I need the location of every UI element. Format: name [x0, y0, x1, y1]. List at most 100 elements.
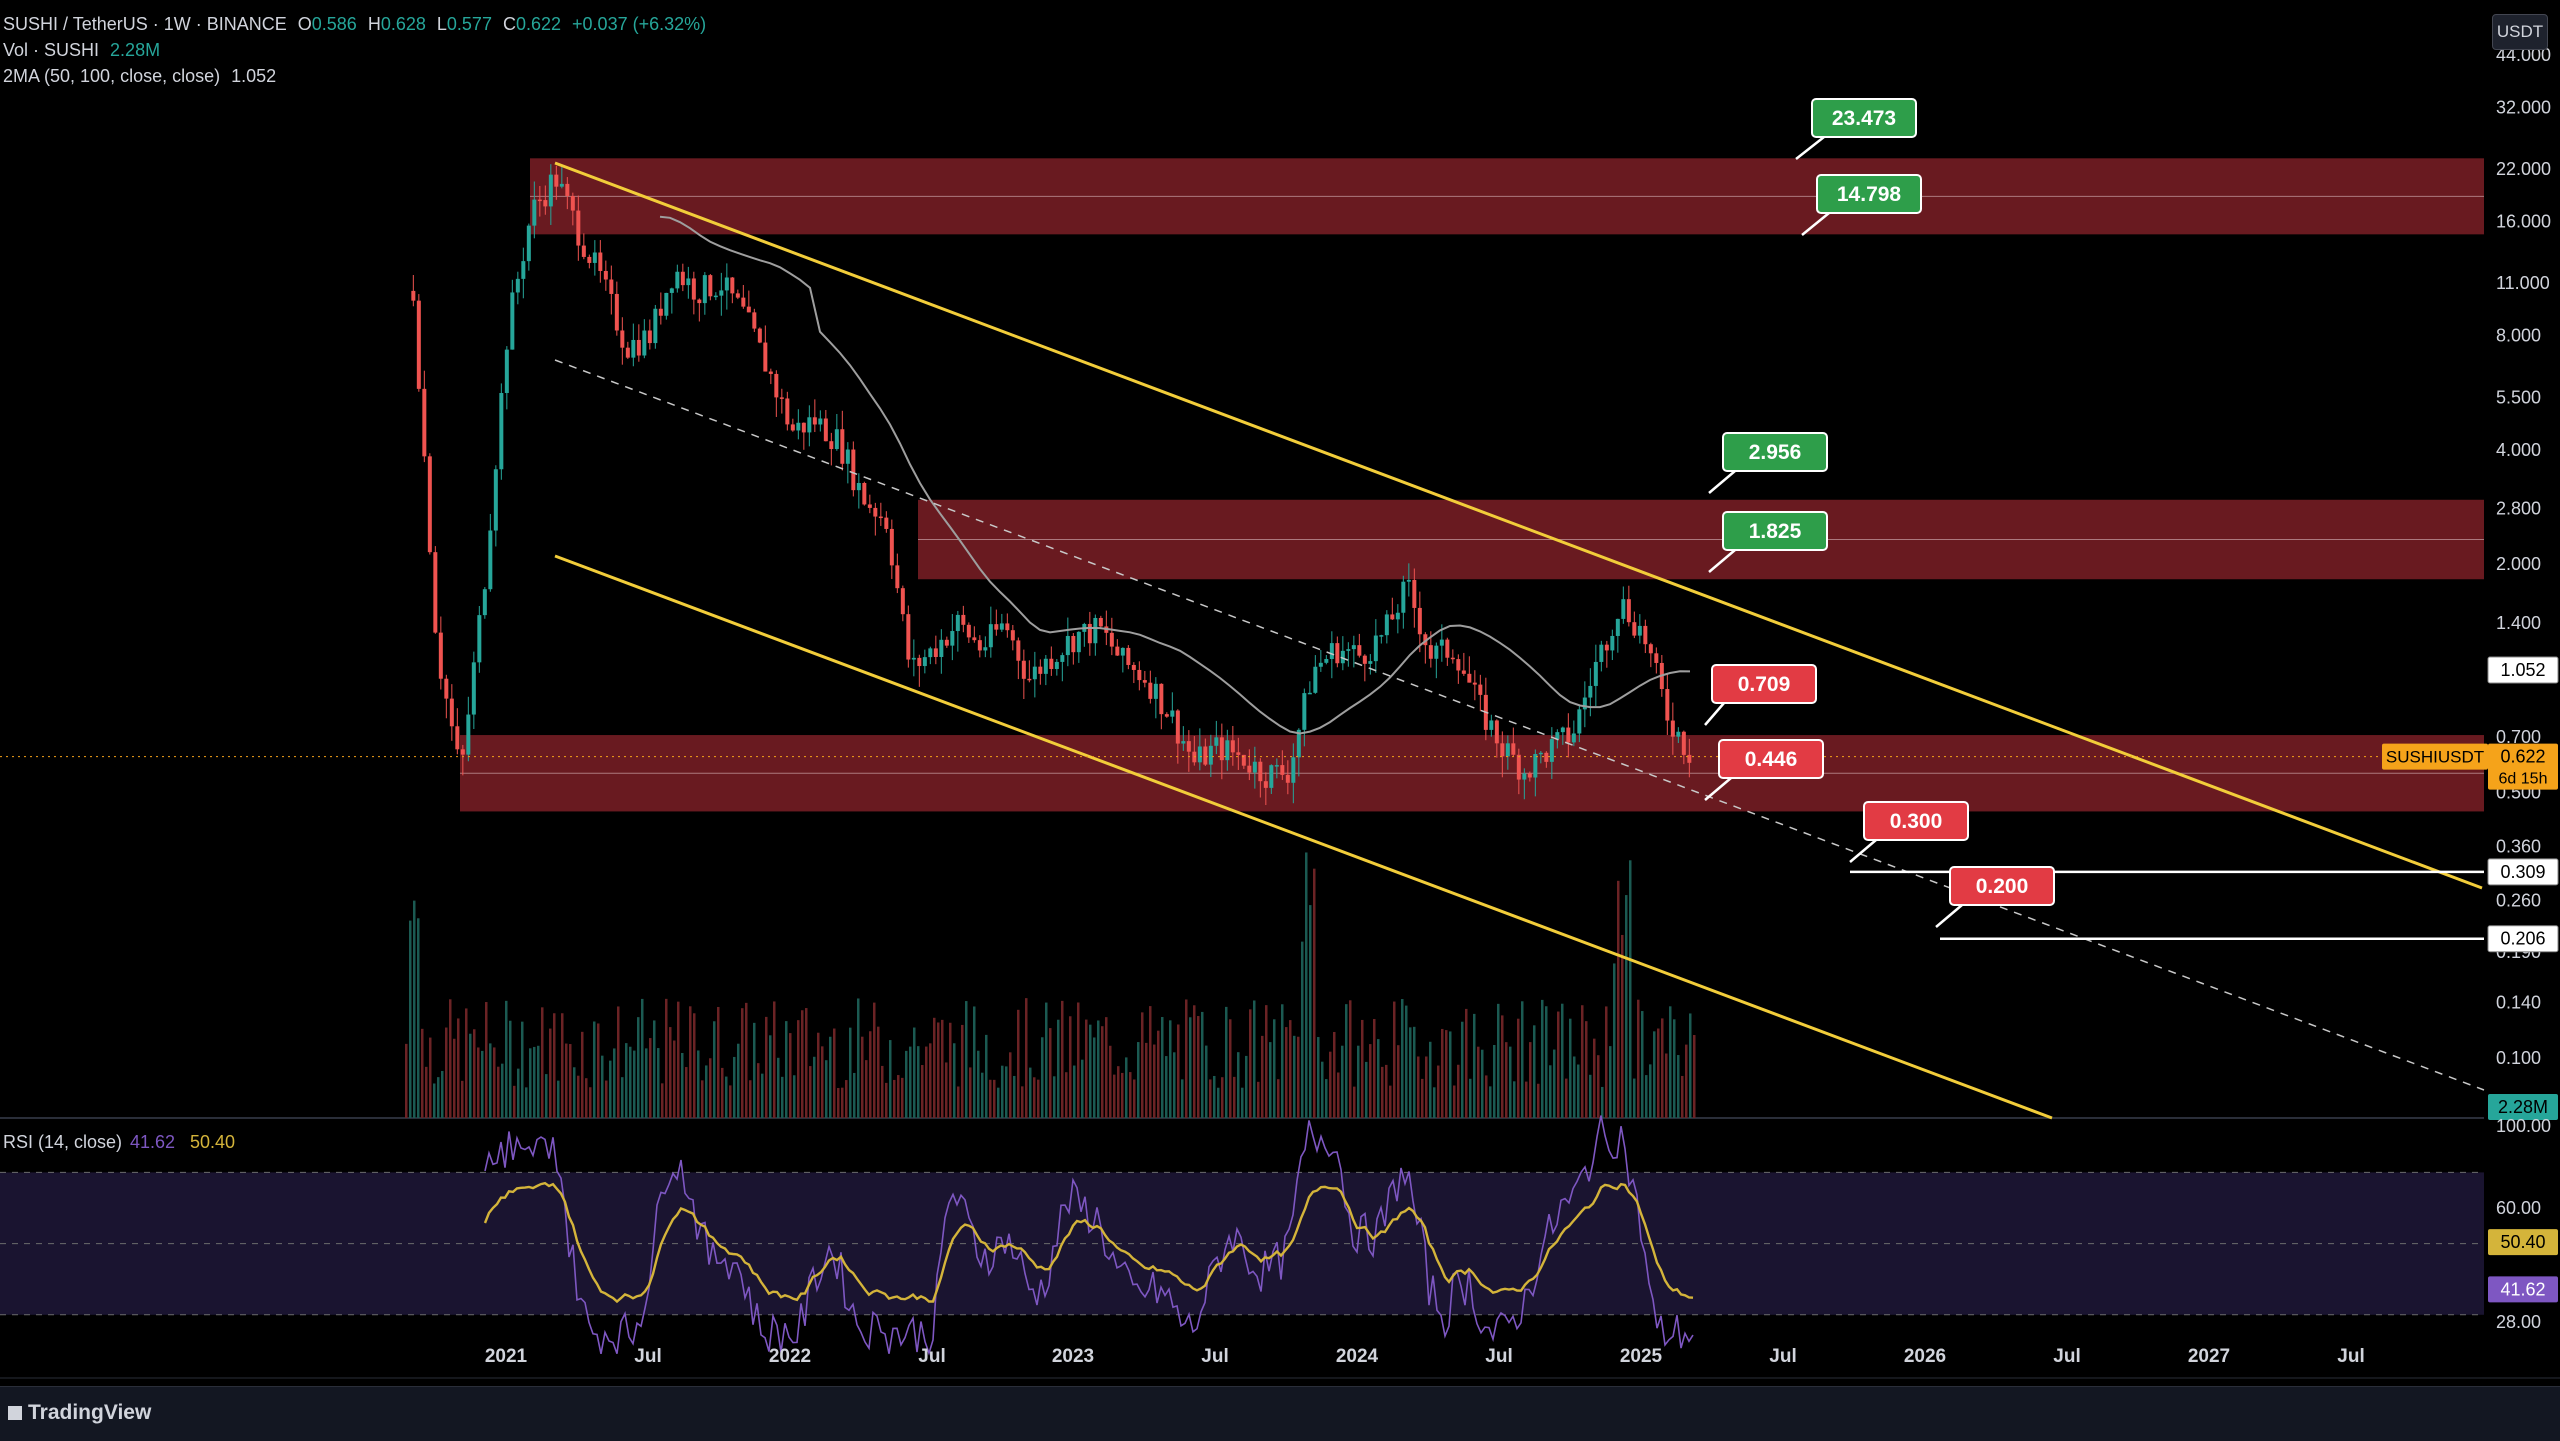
- volume-bar: [1477, 1046, 1480, 1118]
- candle: [1478, 684, 1483, 695]
- volume-bar: [649, 1038, 652, 1118]
- candle: [642, 330, 647, 356]
- volume-axis-tag-bg: [2488, 1094, 2558, 1120]
- candle: [1544, 752, 1549, 762]
- candle: [812, 417, 817, 425]
- candle: [1318, 662, 1323, 667]
- candle: [746, 306, 751, 313]
- candle: [763, 342, 768, 372]
- time-axis-tick: 2027: [2188, 1346, 2230, 1367]
- volume-bar: [1373, 1018, 1376, 1118]
- level-label-box[interactable]: [1711, 664, 1817, 704]
- candle: [1313, 666, 1318, 693]
- volume-bar: [1105, 1017, 1108, 1118]
- volume-bar: [1537, 1083, 1540, 1118]
- volume-bar: [1109, 1045, 1112, 1118]
- candle: [1291, 757, 1296, 783]
- level-label-box[interactable]: [1722, 432, 1828, 472]
- level-label-box[interactable]: [1718, 739, 1824, 779]
- volume-bar: [809, 1066, 812, 1118]
- price-axis-tick: 0.700: [2496, 727, 2541, 747]
- volume-bar: [481, 1050, 484, 1118]
- volume-bar: [437, 1077, 440, 1118]
- volume-bar: [1085, 1019, 1088, 1118]
- candle: [719, 290, 724, 296]
- candle: [1588, 685, 1593, 698]
- price-axis-tick: 0.140: [2496, 992, 2541, 1012]
- candle: [1324, 658, 1329, 663]
- rsi-axis-tick: 100.00: [2496, 1116, 2551, 1136]
- candle: [988, 624, 993, 648]
- candle: [752, 312, 757, 329]
- volume-bar: [1681, 1075, 1684, 1118]
- candle: [873, 507, 878, 517]
- level-label-text: 1.825: [1749, 520, 1802, 543]
- tradingview-logo[interactable]: TradingView: [8, 1401, 151, 1425]
- volume-bar: [1113, 1074, 1116, 1118]
- candle: [1043, 658, 1048, 674]
- volume-bar: [1649, 1064, 1652, 1118]
- level-label-box[interactable]: [1722, 511, 1828, 551]
- volume-bar: [1021, 1086, 1024, 1118]
- candle: [1423, 634, 1428, 646]
- volume-bar: [969, 1067, 972, 1118]
- candle: [1098, 617, 1103, 627]
- volume-bar: [1213, 1075, 1216, 1118]
- candle: [977, 640, 982, 651]
- candle: [1577, 709, 1582, 734]
- volume-bar: [677, 1001, 680, 1118]
- volume-bar: [1577, 1064, 1580, 1118]
- volume-bar: [1597, 1055, 1600, 1118]
- candle: [1368, 661, 1373, 664]
- candle: [543, 200, 548, 207]
- volume-bar: [601, 1055, 604, 1118]
- volume-bar: [1261, 1035, 1264, 1118]
- channel-mid-dashed-line[interactable]: [554, 359, 2485, 1091]
- volume-bar: [885, 1082, 888, 1118]
- volume-bar: [701, 1080, 704, 1118]
- candle: [1626, 599, 1631, 623]
- volume-bar: [1273, 1019, 1276, 1118]
- candle: [1214, 737, 1219, 746]
- price-axis-tick: 8.000: [2496, 326, 2541, 346]
- volume-bar: [597, 1023, 600, 1118]
- level-label-box[interactable]: [1816, 174, 1922, 214]
- candle: [565, 183, 570, 197]
- volume-bar: [781, 1076, 784, 1118]
- level-label-text: 2.956: [1749, 441, 1802, 464]
- candle: [664, 292, 669, 316]
- candle: [477, 615, 482, 663]
- currency-button[interactable]: USDT: [2492, 14, 2548, 50]
- rsi-ma-legend-value: 50.40: [190, 1132, 235, 1152]
- candle: [554, 174, 559, 187]
- volume-bar: [1693, 1035, 1696, 1118]
- volume-bar: [713, 1021, 716, 1118]
- candle: [999, 623, 1004, 630]
- symbol-name-tag: SUSHIUSDT: [2386, 748, 2484, 767]
- volume-bar: [433, 1083, 436, 1118]
- level-label-text: 14.798: [1837, 183, 1902, 206]
- candle: [1522, 773, 1527, 780]
- channel-lower-trendline[interactable]: [554, 554, 2053, 1120]
- candle: [1505, 743, 1510, 757]
- time-axis-tick: Jul: [634, 1346, 661, 1367]
- volume-bar: [633, 1050, 636, 1118]
- volume-bar: [1641, 1011, 1644, 1118]
- candle: [526, 225, 531, 262]
- volume-bar: [1017, 1009, 1020, 1118]
- volume-bar: [1309, 905, 1312, 1118]
- volume-bar: [1053, 1076, 1056, 1118]
- candle: [950, 631, 955, 646]
- candle: [614, 293, 619, 331]
- candle: [933, 648, 938, 657]
- level-label-box[interactable]: [1949, 866, 2055, 906]
- volume-bar: [645, 1048, 648, 1118]
- volume-bar: [1441, 1028, 1444, 1118]
- target-axis-tag-bg: [2487, 925, 2559, 953]
- channel-upper-trendline[interactable]: [554, 161, 2483, 890]
- volume-bar: [1249, 1009, 1252, 1118]
- level-label-box[interactable]: [1863, 801, 1969, 841]
- volume-bar: [669, 1027, 672, 1118]
- level-label-box[interactable]: [1811, 98, 1917, 138]
